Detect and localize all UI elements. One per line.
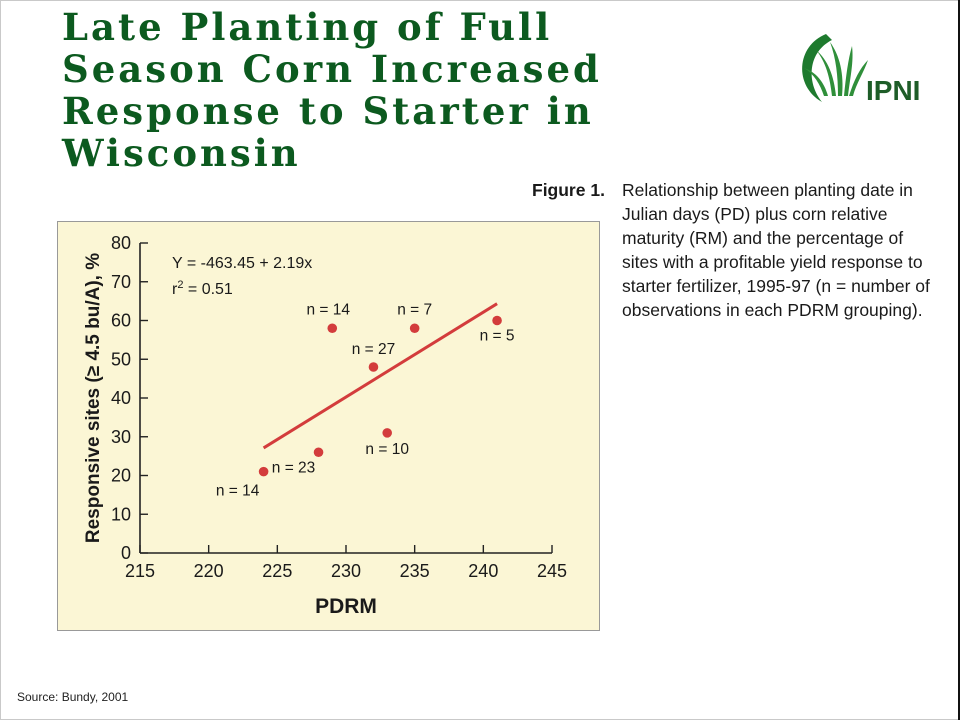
y-tick-label: 30 (111, 427, 131, 447)
x-tick-label: 235 (400, 561, 430, 581)
y-axis-title: Responsive sites (≥ 4.5 bu/A), % (83, 253, 104, 543)
y-tick-label: 20 (111, 466, 131, 486)
caption-line: maturity (RM) and the percentage of (622, 228, 904, 248)
regression-equation: Y = -463.45 + 2.19x (172, 255, 312, 272)
ipni-logo: IPNI (802, 34, 920, 106)
data-point-label: n = 27 (352, 341, 396, 358)
x-tick-label: 230 (331, 561, 361, 581)
r-squared-annotation: r2 = 0.51 (172, 279, 233, 298)
title-line: Response to Starter in (62, 89, 594, 133)
regression-line (262, 302, 498, 450)
y-tick-label: 60 (111, 311, 131, 331)
x-axis-title: PDRM (315, 595, 377, 618)
scatter-chart: 0 10 20 30 40 50 60 70 80 215 220 225 230 235 240 245 PD… (57, 221, 600, 631)
slide-right-edge (958, 0, 960, 720)
data-point-label: n = 7 (397, 301, 432, 318)
x-tick-label: 220 (194, 561, 224, 581)
caption-line: sites with a profitable yield response t… (622, 252, 923, 272)
chart-background (57, 221, 600, 631)
data-point (368, 362, 379, 372)
caption-line: starter fertilizer, 1995-97 (n = number … (622, 276, 930, 296)
data-point-label: n = 14 (307, 301, 351, 318)
title-line: Wisconsin (62, 131, 301, 175)
title-line: Late Planting of Full (62, 5, 553, 49)
x-tick-label: 225 (262, 561, 292, 581)
caption-line: Relationship between planting date in (622, 180, 913, 200)
logo-swoosh (802, 34, 832, 102)
y-tick-label: 0 (121, 543, 131, 563)
logo-leaves-icon (804, 42, 868, 96)
logo-wordmark: IPNI (866, 75, 920, 106)
data-point-label: n = 5 (480, 328, 515, 345)
caption-text: Relationship between planting date in Ju… (622, 178, 952, 322)
caption-label: Figure 1. (532, 180, 605, 200)
data-point-label: n = 23 (272, 459, 316, 476)
data-point (258, 466, 269, 477)
x-tick-label: 240 (468, 561, 498, 581)
y-tick-label: 40 (111, 388, 131, 408)
data-point (382, 428, 393, 438)
data-point (409, 323, 420, 334)
y-tick-label: 70 (111, 272, 131, 292)
x-tick-label: 245 (537, 561, 567, 581)
data-point-label: n = 14 (216, 483, 260, 500)
data-point (327, 323, 338, 334)
slide-title: Late Planting of Full Season Corn Increa… (62, 6, 662, 174)
caption-line: Julian days (PD) plus corn relative (622, 204, 888, 224)
y-tick-label: 50 (111, 349, 131, 369)
caption-line: observations in each PDRM grouping). (622, 300, 923, 320)
y-tick-label: 10 (111, 504, 131, 524)
title-line: Season Corn Increased (62, 47, 602, 91)
data-point (492, 315, 502, 326)
data-point (313, 447, 324, 458)
y-tick-label: 80 (111, 233, 131, 253)
source-note: Source: Bundy, 2001 (17, 690, 129, 704)
data-point-label: n = 10 (365, 441, 409, 458)
chart-panel: 0 10 20 30 40 50 60 70 80 215 220 225 230 235 240 245 PD… (57, 221, 600, 631)
x-tick-label: 215 (125, 561, 155, 581)
